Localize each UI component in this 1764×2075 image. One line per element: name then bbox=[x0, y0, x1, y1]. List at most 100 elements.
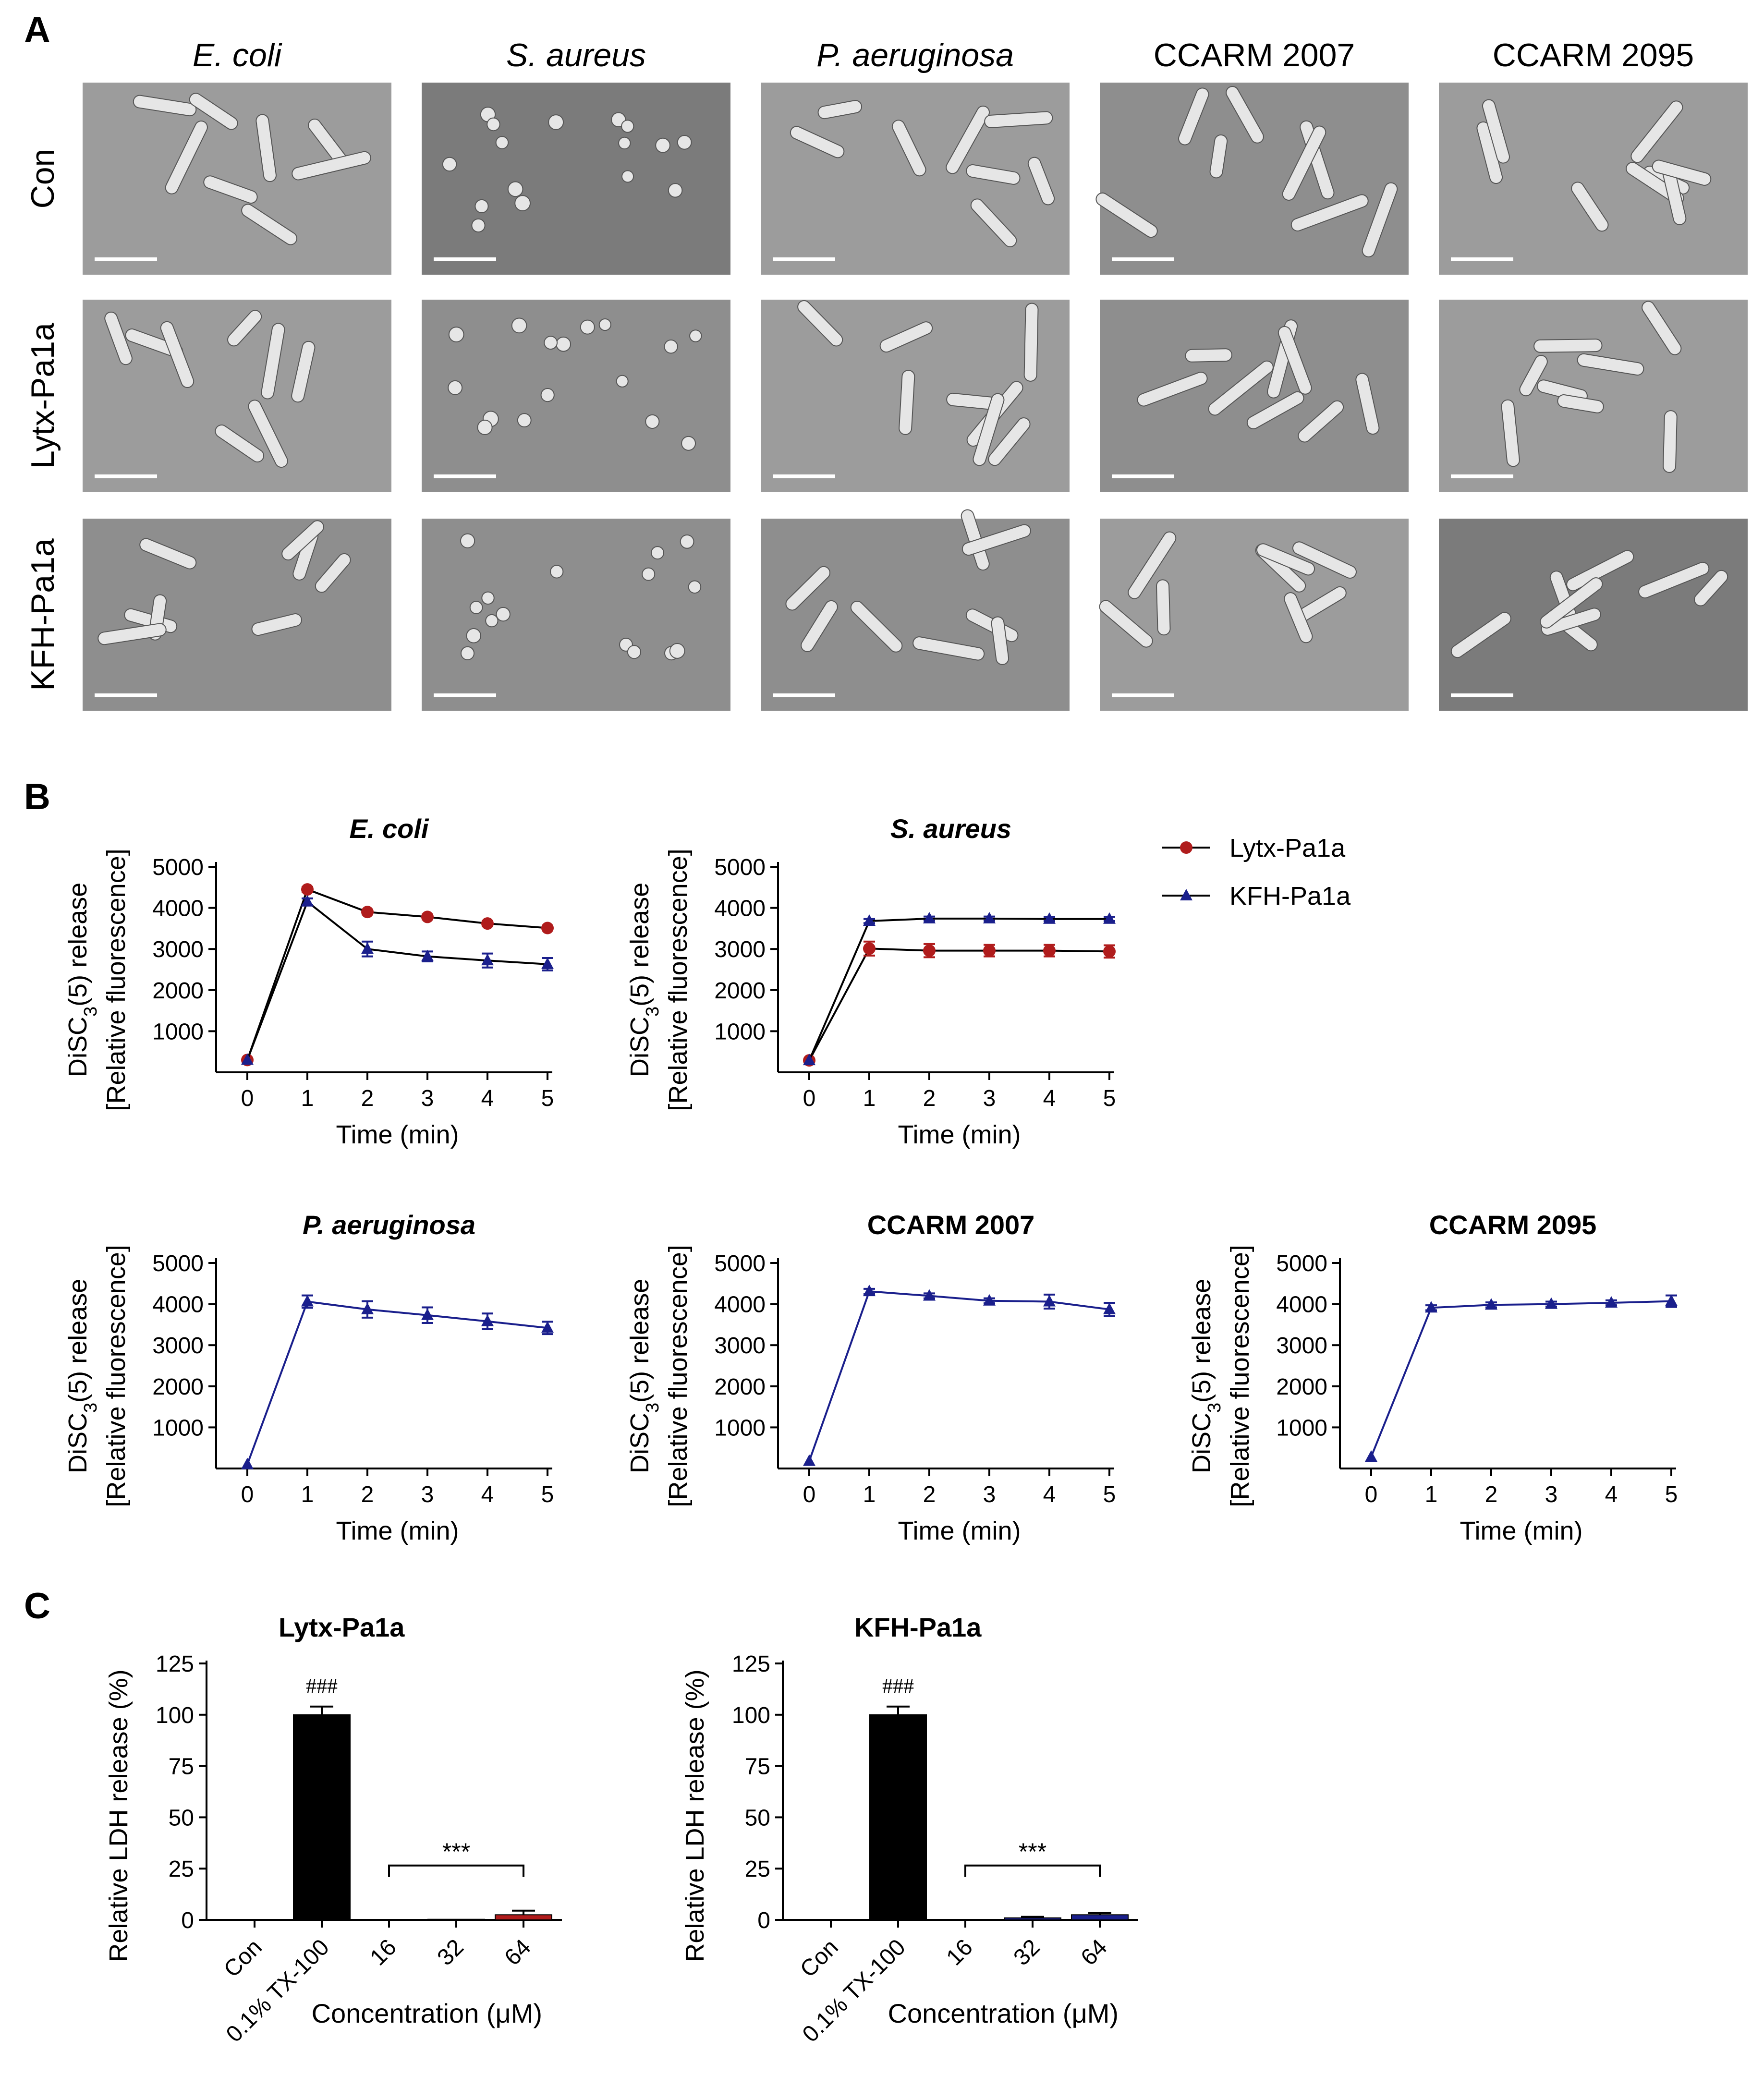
bacterial-cell bbox=[507, 181, 523, 197]
bacterial-cell bbox=[970, 198, 1017, 247]
y-axis-label: DiSC3(5) release bbox=[625, 883, 663, 1077]
bar bbox=[360, 1919, 418, 1920]
significance-bracket bbox=[388, 1864, 524, 1877]
bacterial-cell bbox=[291, 340, 316, 403]
chart-title: E. coli bbox=[350, 813, 429, 844]
bacterial-cell bbox=[485, 614, 499, 628]
panel-letter-c: C bbox=[24, 1586, 50, 1626]
y-tick-label: 5000 bbox=[152, 1251, 204, 1276]
chart-title: KFH-Pa1a bbox=[854, 1612, 982, 1642]
bacterial-cell bbox=[1246, 391, 1304, 430]
sem-background bbox=[1100, 519, 1409, 711]
x-tick-label: 5 bbox=[1103, 1482, 1116, 1507]
bacterial-cell bbox=[448, 327, 464, 342]
sem-micrograph bbox=[422, 519, 730, 711]
y-tick-label: 2000 bbox=[714, 978, 766, 1004]
data-point bbox=[803, 1054, 815, 1066]
panel-a-sem-grid: E. coli S. aureus P. aeruginosa CCARM 2007 C… bbox=[24, 37, 1748, 711]
bacterial-cell bbox=[511, 317, 527, 334]
line-chart: CCARM 2007 1000 2000 3000 4000 5000 0 1 2 3 4 5 Time… bbox=[625, 1210, 1116, 1545]
sem-background bbox=[422, 519, 730, 711]
bacterial-cell bbox=[261, 323, 285, 400]
data-point bbox=[1103, 912, 1116, 924]
bacterial-cell bbox=[165, 121, 208, 194]
x-tick-label: 1 bbox=[863, 1482, 876, 1507]
data-point bbox=[541, 957, 554, 969]
sem-micrograph bbox=[1439, 300, 1748, 492]
bacterial-cell bbox=[1256, 543, 1315, 576]
significance-hash: ### bbox=[882, 1675, 914, 1698]
bacterial-cell bbox=[487, 117, 500, 132]
bacterial-cell bbox=[139, 538, 197, 570]
y-tick-label: 3000 bbox=[1276, 1333, 1327, 1359]
data-point bbox=[1180, 889, 1192, 900]
bacterial-cell bbox=[973, 393, 1005, 466]
bacterial-cell bbox=[1638, 561, 1710, 599]
bacterial-cell bbox=[991, 616, 1010, 665]
data-point bbox=[1365, 1450, 1377, 1462]
y-tick-label: 1000 bbox=[152, 1415, 204, 1441]
data-series bbox=[1365, 1294, 1678, 1462]
bacterial-cell bbox=[988, 417, 1031, 466]
sem-micrograph bbox=[1439, 519, 1748, 711]
bacterial-cell bbox=[669, 643, 685, 659]
bacterial-cell bbox=[1450, 612, 1511, 658]
y-axis-label: Relative LDH release (%) bbox=[104, 1669, 133, 1962]
bacterial-cell bbox=[899, 370, 915, 435]
x-tick-label: 2 bbox=[361, 1482, 374, 1507]
sem-micrograph bbox=[761, 509, 1070, 711]
x-tick-label: 5 bbox=[541, 1482, 554, 1507]
line-chart: CCARM 2095 1000 2000 3000 4000 5000 0 1 2 3 4 5 Time… bbox=[1187, 1210, 1678, 1545]
sem-micrograph bbox=[83, 300, 391, 492]
bacterial-cell bbox=[966, 164, 1021, 185]
x-tick-label: 5 bbox=[1103, 1086, 1116, 1111]
y-tick-label: 5000 bbox=[714, 855, 766, 880]
x-tick-label: 5 bbox=[1665, 1482, 1678, 1507]
data-point bbox=[923, 911, 936, 923]
y-tick-label: 4000 bbox=[714, 1292, 766, 1318]
x-tick-label: 5 bbox=[541, 1086, 554, 1111]
bacterial-cell bbox=[621, 120, 634, 133]
bacterial-cell bbox=[1277, 326, 1312, 395]
bacterial-cell bbox=[668, 183, 683, 198]
data-series bbox=[241, 895, 554, 1065]
bacterial-cell bbox=[879, 321, 933, 353]
bacterial-cell bbox=[1541, 607, 1601, 636]
bacterial-cell bbox=[442, 157, 457, 172]
chart-title: P. aeruginosa bbox=[303, 1210, 475, 1240]
bacterial-cell bbox=[1571, 182, 1609, 232]
bacterial-cell bbox=[642, 567, 656, 581]
y-axis-label: DiSC3(5) release bbox=[63, 1279, 101, 1473]
data-point bbox=[301, 883, 314, 896]
bacterial-cell bbox=[315, 553, 351, 593]
x-axis-label: Time (min) bbox=[336, 1120, 459, 1149]
chart-title: Lytx-Pa1a bbox=[279, 1612, 405, 1642]
bacterial-cell bbox=[466, 628, 482, 643]
data-point bbox=[1043, 944, 1056, 957]
bacterial-cell bbox=[984, 111, 1053, 128]
bacterial-cell bbox=[514, 195, 531, 211]
panel-letter-b: B bbox=[24, 777, 50, 817]
bacterial-cell bbox=[627, 645, 642, 659]
bacterial-cell bbox=[598, 318, 611, 331]
legend: Lytx-Pa1a KFH-Pa1a bbox=[1162, 834, 1351, 910]
y-axis-label: DiSC3(5) release bbox=[1187, 1279, 1225, 1473]
data-point bbox=[1665, 1294, 1678, 1306]
x-tick-label: 0 bbox=[803, 1086, 816, 1111]
bacterial-cell bbox=[1023, 303, 1039, 382]
bacterial-cell bbox=[1209, 134, 1228, 179]
bacterial-cell bbox=[281, 520, 324, 561]
bar bbox=[427, 1918, 485, 1921]
x-axis-label: Time (min) bbox=[1460, 1517, 1583, 1545]
sem-background bbox=[761, 83, 1070, 275]
bacterial-cell bbox=[681, 436, 696, 451]
data-point bbox=[1425, 1301, 1437, 1313]
series-line bbox=[1370, 1300, 1672, 1457]
bacterial-cell bbox=[946, 105, 990, 174]
significance-hash: ### bbox=[306, 1675, 338, 1698]
x-tick-label: 3 bbox=[421, 1482, 434, 1507]
bacterial-cell bbox=[1156, 579, 1171, 636]
x-axis-label: Concentration (μM) bbox=[888, 1998, 1119, 2028]
y-tick-label: 4000 bbox=[152, 1292, 204, 1318]
sem-column-label: CCARM 2007 bbox=[1154, 37, 1355, 73]
